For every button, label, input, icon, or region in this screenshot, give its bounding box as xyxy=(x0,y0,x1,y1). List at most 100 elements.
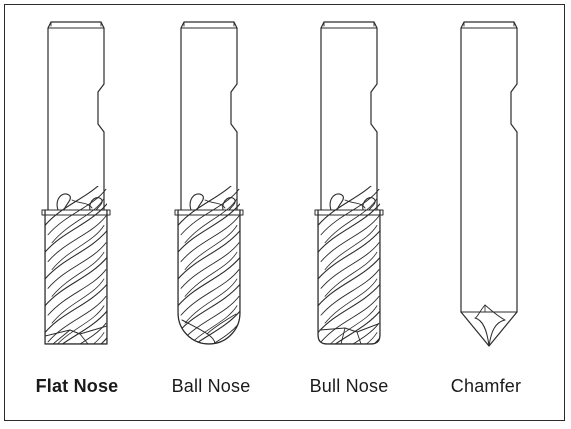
helix-face xyxy=(52,279,104,323)
helix-face xyxy=(52,252,104,296)
helix-face xyxy=(52,225,104,269)
chamfer-cone xyxy=(461,312,517,346)
helix-face xyxy=(185,225,237,269)
helix-face xyxy=(52,225,104,269)
helix-face xyxy=(321,323,379,369)
tip-edge xyxy=(45,326,107,336)
tip-edge xyxy=(80,334,88,344)
helix-edge xyxy=(178,177,240,225)
flat-end-mill xyxy=(42,22,110,404)
helix-face xyxy=(321,243,379,289)
helix-edge xyxy=(178,177,240,225)
tip-edge xyxy=(320,324,378,332)
helix-face xyxy=(325,252,377,296)
flute-curl xyxy=(330,194,343,210)
cutter-outline xyxy=(178,210,240,344)
helix-face xyxy=(181,323,239,369)
helix-face xyxy=(52,199,104,243)
flute-curl xyxy=(190,194,203,210)
helix-face xyxy=(48,189,106,235)
tip-edge xyxy=(320,324,378,332)
helix-face xyxy=(185,279,237,323)
chamfer-facet xyxy=(485,305,505,320)
flute-curl xyxy=(330,194,343,210)
flute-curl xyxy=(57,194,70,210)
cutter-outline xyxy=(318,210,380,344)
helix-edge xyxy=(45,284,107,332)
tip-edge xyxy=(341,328,345,344)
flat-helix-group xyxy=(42,177,110,403)
flute-curl xyxy=(72,200,92,208)
chamfer-facet xyxy=(475,318,489,346)
bull-outline-group xyxy=(315,210,383,344)
flute-curl xyxy=(190,194,203,210)
helix-face xyxy=(52,333,104,377)
helix-face xyxy=(185,279,237,323)
tip-edge xyxy=(80,334,88,344)
helix-edge xyxy=(45,258,107,306)
flute-curl xyxy=(57,194,70,210)
helix-face xyxy=(325,279,377,323)
helix-face xyxy=(48,216,106,262)
flute-curl xyxy=(345,200,365,208)
chamfer-mill xyxy=(461,22,517,346)
helix-edge xyxy=(45,231,107,279)
bull-nose-label: Bull Nose xyxy=(309,376,389,396)
helix-face xyxy=(325,252,377,296)
helix-face xyxy=(181,189,239,235)
flute-band xyxy=(42,210,110,215)
flat-nose-label: Flat Nose xyxy=(35,376,119,396)
flat-outline-group xyxy=(42,210,110,344)
helix-face xyxy=(52,279,104,323)
chamfer-facet xyxy=(475,305,485,318)
helix-face xyxy=(325,199,377,243)
helix-edge xyxy=(178,231,240,279)
flute-band xyxy=(175,210,243,215)
helix-edge xyxy=(45,177,107,225)
helix-edge xyxy=(178,258,240,306)
helix-edge xyxy=(318,284,380,332)
helix-face xyxy=(52,252,104,296)
helix-edge xyxy=(318,258,380,306)
helix-face xyxy=(325,306,377,350)
tip-edge xyxy=(53,330,70,344)
helix-face xyxy=(181,270,239,316)
helix-face xyxy=(48,243,106,289)
helix-face xyxy=(52,199,104,243)
helix-face xyxy=(52,333,104,377)
tip-edge xyxy=(182,320,215,344)
helix-face xyxy=(321,296,379,342)
helix-edge xyxy=(318,177,380,225)
helix-face xyxy=(48,296,106,342)
flute-band xyxy=(315,210,383,215)
ball-outline-group xyxy=(175,210,243,344)
helix-face xyxy=(325,333,377,377)
helix-face xyxy=(325,225,377,269)
helix-face xyxy=(48,270,106,316)
helix-edge xyxy=(318,311,380,359)
shank-outline xyxy=(48,22,104,210)
helix-face xyxy=(52,306,104,350)
helix-face xyxy=(185,252,237,296)
tip-edge xyxy=(357,332,361,344)
helix-face xyxy=(325,279,377,323)
helix-face xyxy=(52,306,104,350)
helix-face xyxy=(181,216,239,262)
shank-outline xyxy=(321,22,377,210)
chamfer-facet xyxy=(489,320,505,346)
helix-face xyxy=(181,243,239,289)
helix-face xyxy=(325,225,377,269)
helix-edge xyxy=(45,311,107,359)
helix-face xyxy=(185,306,237,350)
tip-edge xyxy=(357,332,361,344)
shank-outline xyxy=(461,22,517,312)
helix-face xyxy=(325,199,377,243)
tip-edge xyxy=(341,328,345,344)
cutter-outline xyxy=(45,210,107,344)
ball-end-mill xyxy=(175,22,243,404)
bull-end-mill xyxy=(315,22,383,404)
helix-face xyxy=(325,333,377,377)
ball-nose-label: Ball Nose xyxy=(171,376,251,396)
helix-edge xyxy=(318,231,380,279)
